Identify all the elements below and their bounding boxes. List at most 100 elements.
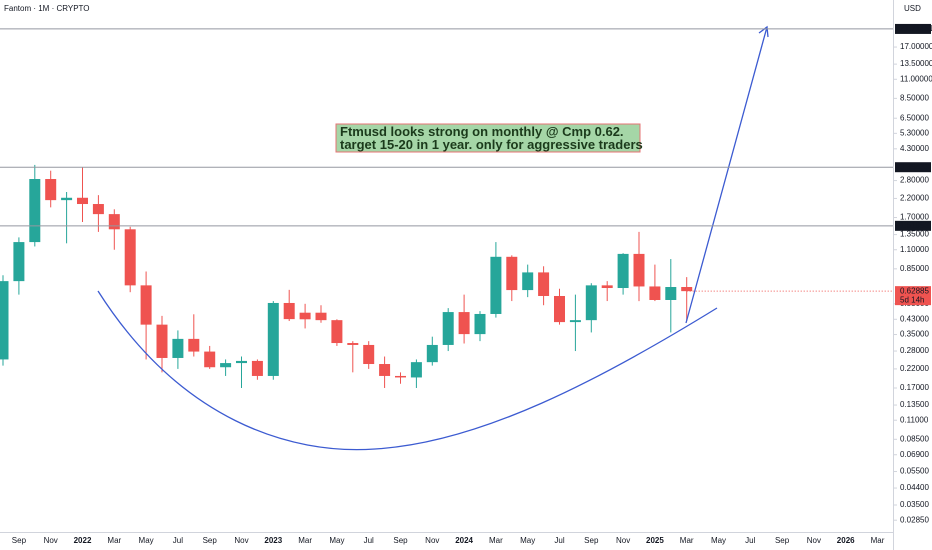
level-label: 1.51953 (900, 221, 929, 230)
candle-body (267, 302, 279, 376)
y-tick-label: 0.35000 (900, 330, 929, 339)
countdown: 5d 14h (900, 295, 924, 304)
x-tick-label: 2025 (646, 536, 664, 545)
candle-body (490, 256, 502, 314)
y-tick-label: 0.28000 (900, 346, 929, 355)
x-tick-label: Nov (425, 536, 439, 545)
y-tick-label: 0.08500 (900, 434, 929, 443)
candle-body (363, 344, 375, 365)
x-tick-label: Sep (775, 536, 790, 545)
x-tick-label: Jul (364, 536, 374, 545)
candle-body (410, 362, 422, 378)
x-tick-label: Nov (234, 536, 248, 545)
x-tick-label: Mar (298, 536, 312, 545)
candle-body (649, 286, 661, 300)
y-tick-label: 2.80000 (900, 176, 929, 185)
last-price-tag (895, 286, 931, 306)
x-tick-label: Jul (745, 536, 755, 545)
candle-body (681, 287, 693, 292)
x-tick-label: 2026 (837, 536, 855, 545)
x-tick-label: Sep (12, 536, 27, 545)
candle-body (13, 242, 25, 282)
plot (0, 164, 693, 388)
candle-body (61, 197, 73, 201)
y-tick-label: 11.00000 (900, 74, 932, 83)
y-tick-label: 4.30000 (900, 144, 929, 153)
candle-body (156, 324, 168, 358)
y-tick-label: 0.04400 (900, 483, 929, 492)
candle-body (617, 253, 629, 289)
y-tick-label: 0.05500 (900, 467, 929, 476)
x-tick-label: Mar (871, 536, 885, 545)
annotation-line: target 15-20 in 1 year. only for aggress… (340, 137, 643, 152)
level-label: 3.35433 (900, 162, 929, 171)
candle-body (315, 312, 327, 321)
y-tick-label: 0.03500 (900, 500, 929, 509)
candle-body (458, 312, 470, 335)
y-tick-label: 1.35000 (900, 230, 929, 239)
candle-body (283, 302, 295, 320)
y-tick-label: 0.17000 (900, 383, 929, 392)
candle-body (140, 285, 152, 325)
candle-body (347, 343, 359, 345)
x-tick-label: May (520, 536, 535, 545)
candle-body (395, 375, 406, 378)
y-tick-label: 5.30000 (900, 128, 929, 137)
x-tick-label: Nov (616, 536, 630, 545)
target-arrow (685, 25, 769, 324)
annotation-line: Ftmusd looks strong on monthly @ Cmp 0.6… (340, 124, 624, 139)
x-tick-label: Jul (554, 536, 564, 545)
y-tick-label: 0.06900 (900, 450, 929, 459)
candle-body (108, 214, 120, 230)
chart-title: Fantom · 1M · CRYPTO (4, 4, 90, 13)
level-tag (895, 220, 931, 231)
y-tick-label: 13.50000 (900, 59, 932, 68)
y-tick-label: 0.43000 (900, 314, 929, 323)
candle-body (379, 364, 391, 376)
x-tick-label: May (711, 536, 726, 545)
candle-body (188, 338, 200, 352)
candle-body (665, 287, 677, 300)
candle-body (522, 272, 534, 291)
candle-body (220, 363, 232, 368)
candle-body (0, 281, 9, 360)
candle-body (77, 197, 88, 205)
cup-curve (97, 290, 718, 451)
candle-body (29, 179, 41, 243)
candle-body (92, 204, 104, 215)
candle-body (236, 360, 247, 364)
y-tick-label: 0.11000 (900, 415, 929, 424)
y-tick-label: 0.13500 (900, 400, 929, 409)
candle-body (569, 320, 581, 323)
candle-body (442, 312, 454, 345)
currency: USD (904, 4, 921, 13)
x-tick-label: Mar (107, 536, 121, 545)
candle-body (633, 253, 645, 287)
x-tick-label: Nov (807, 536, 821, 545)
candle-body (299, 312, 311, 320)
x-tick-label: Sep (393, 536, 408, 545)
candle-body (331, 320, 343, 344)
x-tick-label: Sep (584, 536, 599, 545)
annotation-box (335, 123, 641, 153)
x-tick-label: Sep (203, 536, 218, 545)
x-tick-label: May (329, 536, 344, 545)
candle-body (538, 272, 550, 296)
candle-body (474, 313, 486, 335)
y-tick-label: 8.50000 (900, 93, 929, 102)
x-tick-label: 2023 (264, 536, 282, 545)
y-tick-label: 6.50000 (900, 113, 929, 122)
candle-body (506, 256, 518, 291)
level-label: 21.71451 (900, 24, 932, 33)
candle-body (172, 338, 184, 358)
candle-body (585, 285, 597, 321)
y-tick-label: 17.00000 (900, 42, 932, 51)
level-tag (895, 162, 931, 173)
y-tick-label: 2.20000 (900, 194, 929, 203)
candle-body (204, 351, 216, 368)
x-tick-label: Jul (173, 536, 183, 545)
y-tick-label: 1.10000 (900, 245, 929, 254)
x-tick-label: Mar (489, 536, 503, 545)
